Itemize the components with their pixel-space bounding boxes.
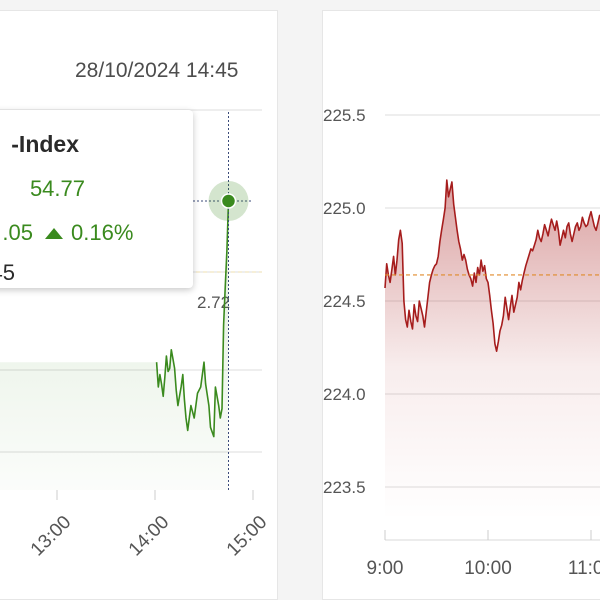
- x-axis-tick-label: 9:00: [367, 558, 404, 579]
- tooltip-time: 45: [0, 260, 15, 285]
- y-axis-tick-label: 225.0: [323, 199, 366, 218]
- series-value-label: 2.72: [197, 293, 230, 312]
- x-axis-tick-label: 11:00: [568, 558, 600, 579]
- y-axis-tick-label: 224.5: [323, 292, 366, 311]
- series-area: [0, 201, 229, 490]
- series-line: [155, 200, 230, 438]
- hover-point: [220, 193, 237, 209]
- tooltip-value: 54.77: [29, 176, 85, 201]
- x-axis-tick-label: 10:00: [464, 558, 512, 579]
- series-area: [385, 180, 600, 520]
- left-chart-panel: [0, 10, 278, 600]
- chart-tooltip: -Index 54.77 .05 0.16% 45: [0, 110, 193, 288]
- chart-timestamp: 28/10/2024 14:45: [75, 59, 239, 82]
- y-axis-tick-label: 223.5: [323, 478, 366, 497]
- tooltip-change-row: .05 0.16%: [0, 220, 193, 246]
- tooltip-title: -Index: [11, 131, 79, 157]
- tooltip-change-percent: 0.16%: [71, 220, 134, 245]
- series-line: [384, 179, 600, 352]
- y-axis-tick-label: 224.0: [323, 385, 366, 404]
- tooltip-change: .05: [2, 220, 33, 245]
- y-axis-tick-label: 225.5: [323, 106, 366, 125]
- triangle-up-icon: [45, 228, 63, 239]
